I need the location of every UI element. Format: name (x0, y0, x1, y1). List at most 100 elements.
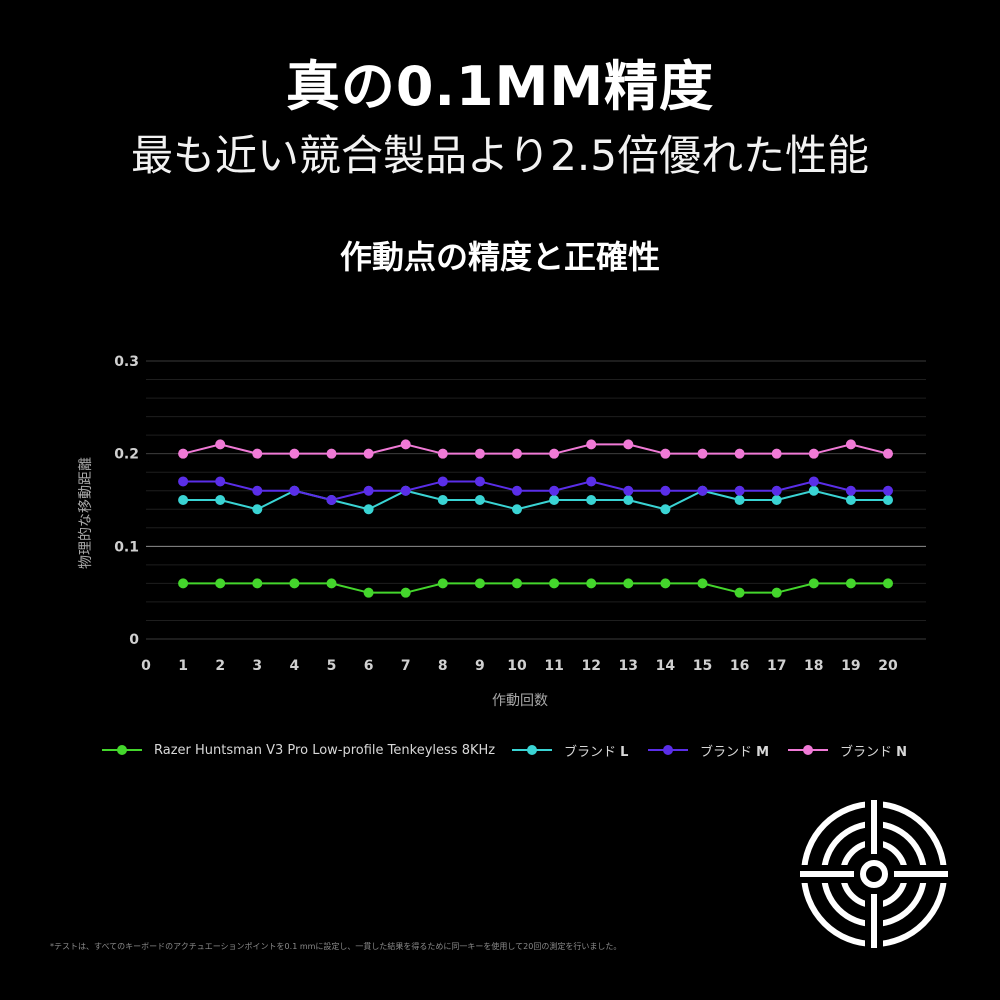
data-point (586, 495, 597, 505)
data-point (845, 439, 856, 450)
x-tick-label: 7 (401, 658, 411, 674)
data-point (549, 485, 560, 496)
data-point (883, 495, 893, 505)
series-line (183, 582, 888, 594)
crosshair-target-icon (800, 800, 948, 948)
x-tick-label: 1 (178, 658, 188, 674)
legend-label: ブランド N (840, 744, 908, 760)
data-point (289, 485, 300, 496)
data-point (512, 448, 522, 459)
data-point (326, 495, 337, 505)
data-point (215, 495, 226, 505)
legend-swatch (102, 745, 142, 755)
data-point (697, 578, 708, 589)
data-point (623, 439, 634, 450)
legend-item-razer: Razer Huntsman V3 Pro Low-profile Tenkey… (102, 738, 495, 762)
series-line (183, 489, 888, 511)
data-point (400, 587, 411, 598)
data-point (512, 485, 522, 496)
legend-swatch (788, 745, 828, 755)
x-tick-label: 8 (438, 658, 448, 674)
legend-item-brand-n: ブランド N (788, 738, 907, 762)
legend-label: ブランド M (700, 744, 770, 760)
data-point (215, 476, 226, 487)
series-line (182, 443, 889, 455)
y-axis-label: 物理的な移動距離 (77, 457, 94, 569)
legend-label: Razer Huntsman V3 Pro Low-profile Tenkey… (154, 742, 496, 758)
chart-title: 作動点の精度と正確性 (339, 238, 660, 276)
headline: 真の0.1MM精度 (285, 55, 715, 118)
data-point (363, 587, 374, 598)
data-point (845, 495, 856, 505)
x-tick-label: 9 (475, 658, 485, 674)
data-point (400, 485, 411, 496)
data-point (400, 439, 411, 450)
x-tick-label: 15 (693, 658, 712, 674)
data-point (808, 485, 819, 496)
legend-swatch (512, 745, 552, 755)
data-point (734, 587, 745, 598)
data-point (586, 578, 597, 589)
y-tick-label: 0 (129, 632, 139, 648)
data-point (474, 578, 485, 589)
x-tick-label: 0 (141, 658, 151, 674)
data-point (549, 495, 560, 505)
data-point (623, 495, 634, 505)
data-point (883, 485, 893, 496)
data-point (845, 485, 856, 496)
data-point (883, 448, 893, 459)
data-point (586, 439, 597, 450)
y-tick-label: 0.1 (114, 539, 139, 555)
x-tick-label: 5 (327, 658, 337, 674)
data-point (474, 495, 485, 505)
data-point (178, 495, 189, 505)
data-point (178, 578, 189, 589)
legend-swatch (648, 745, 688, 755)
x-tick-label: 12 (581, 658, 600, 674)
data-point (512, 578, 522, 589)
x-axis-label: 作動回数 (492, 693, 548, 709)
legend-item-brand-m: ブランド M (648, 738, 769, 762)
data-point (623, 578, 634, 589)
data-point (734, 448, 745, 459)
y-tick-label: 0.2 (114, 447, 139, 463)
data-point (326, 578, 337, 589)
data-point (474, 476, 485, 487)
data-point (845, 578, 856, 589)
data-point (178, 476, 189, 487)
data-point (252, 504, 263, 515)
data-point (363, 504, 374, 515)
x-tick-label: 2 (215, 658, 225, 674)
legend-item-brand-l: ブランド L (512, 738, 628, 762)
data-point (771, 587, 782, 598)
y-tick-label: 0.3 (114, 354, 139, 370)
series-line (183, 480, 888, 502)
x-tick-label: 16 (730, 658, 749, 674)
x-tick-label: 10 (507, 658, 527, 674)
data-point (363, 485, 374, 496)
x-tick-label: 17 (767, 658, 786, 674)
data-point (660, 504, 671, 515)
data-point (252, 448, 263, 459)
data-point (549, 578, 560, 589)
data-point (512, 504, 522, 515)
subheadline: 最も近い競合製品より2.5倍優れた性能 (131, 131, 869, 180)
x-tick-label: 20 (878, 658, 898, 674)
data-point (734, 485, 745, 496)
x-tick-label: 6 (364, 658, 374, 674)
data-point (474, 448, 485, 459)
data-point (808, 448, 819, 459)
data-point (808, 476, 819, 487)
data-point (586, 476, 597, 487)
x-tick-label: 4 (290, 658, 300, 674)
data-point (883, 578, 893, 589)
data-point (623, 485, 634, 496)
x-tick-label: 3 (252, 658, 262, 674)
data-point (771, 485, 782, 496)
data-point (734, 495, 745, 505)
data-point (252, 485, 263, 496)
footnote: *テストは、すべてのキーボードのアクチュエーションポイントを0.1 mmに設定し… (50, 942, 622, 951)
x-tick-label: 14 (656, 658, 676, 674)
data-point (437, 495, 448, 505)
data-point (326, 448, 337, 459)
